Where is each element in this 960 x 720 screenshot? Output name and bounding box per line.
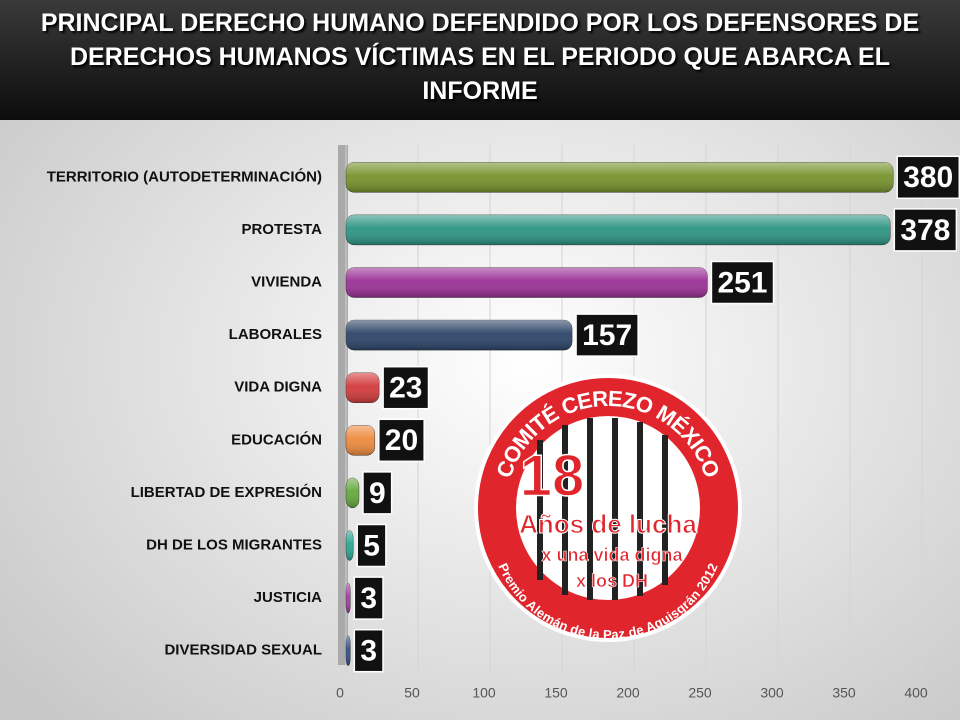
logo-line-1: Años de lucha	[519, 509, 697, 539]
y-tick-label: PROTESTA	[241, 221, 322, 238]
value-label: 5	[363, 529, 380, 562]
axis-wall	[338, 145, 348, 665]
bar-shine	[346, 477, 359, 508]
logo-number: 18	[520, 443, 585, 508]
bar-shine	[346, 425, 375, 456]
header	[0, 0, 960, 120]
x-tick-label: 200	[616, 685, 640, 701]
logo-line-2: x una vida digna	[541, 545, 683, 565]
value-label: 251	[717, 266, 767, 299]
bar-shine	[346, 320, 573, 351]
value-label: 20	[385, 424, 418, 457]
y-tick-label: EDUCACIÓN	[231, 430, 322, 448]
title-box: PRINCIPAL DERECHO HUMANO DEFENDIDO POR L…	[40, 9, 920, 105]
y-tick-label: LABORALES	[229, 326, 322, 343]
y-tick-label: DH DE LOS MIGRANTES	[146, 536, 322, 553]
bar-shine	[346, 267, 708, 298]
value-label: 157	[582, 319, 632, 352]
chart-title: PRINCIPAL DERECHO HUMANO DEFENDIDO POR L…	[40, 9, 920, 105]
x-tick-label: 100	[472, 685, 496, 701]
y-tick-label: JUSTICIA	[254, 589, 323, 606]
logo: COMITÉ CEREZO MÉXICO Premio Alemán de la…	[474, 374, 742, 642]
value-label-box	[356, 523, 387, 568]
value-label: 3	[360, 582, 377, 615]
value-label: 380	[903, 161, 953, 194]
bar-shine	[346, 530, 354, 561]
bar-shine	[346, 214, 891, 245]
y-tick-label: TERRITORIO (AUTODETERMINACIÓN)	[47, 167, 322, 185]
x-tick-label: 150	[544, 685, 568, 701]
x-tick-label: 300	[760, 685, 784, 701]
x-tick-label: 0	[336, 685, 344, 701]
y-tick-label: LIBERTAD DE EXPRESIÓN	[131, 483, 322, 501]
value-label-box	[362, 471, 393, 515]
value-label-box	[378, 418, 425, 463]
value-label-box	[382, 365, 430, 410]
y-tick-label: VIVIENDA	[251, 273, 322, 290]
value-label-box	[710, 260, 775, 305]
logo-line-3: x los DH	[576, 571, 648, 591]
x-tick-label: 50	[404, 685, 420, 701]
value-label-box	[575, 313, 639, 357]
x-tick-label: 250	[688, 685, 712, 701]
value-label: 23	[389, 372, 422, 405]
value-label: 3	[360, 635, 377, 668]
bar-shine	[346, 162, 894, 193]
value-label-box	[353, 576, 384, 620]
value-label-box	[896, 155, 960, 200]
y-tick-label: DIVERSIDAD SEXUAL	[164, 642, 322, 659]
x-tick-label: 400	[904, 685, 928, 701]
bar-shine	[346, 583, 351, 614]
value-label-box	[353, 628, 384, 673]
y-tick-label: VIDA DIGNA	[234, 379, 322, 396]
value-label: 378	[900, 214, 950, 247]
x-tick-label: 350	[832, 685, 856, 701]
bar-shine	[346, 372, 380, 403]
value-label-box	[893, 208, 958, 252]
value-label: 9	[369, 477, 386, 510]
bar-shine	[346, 635, 351, 666]
